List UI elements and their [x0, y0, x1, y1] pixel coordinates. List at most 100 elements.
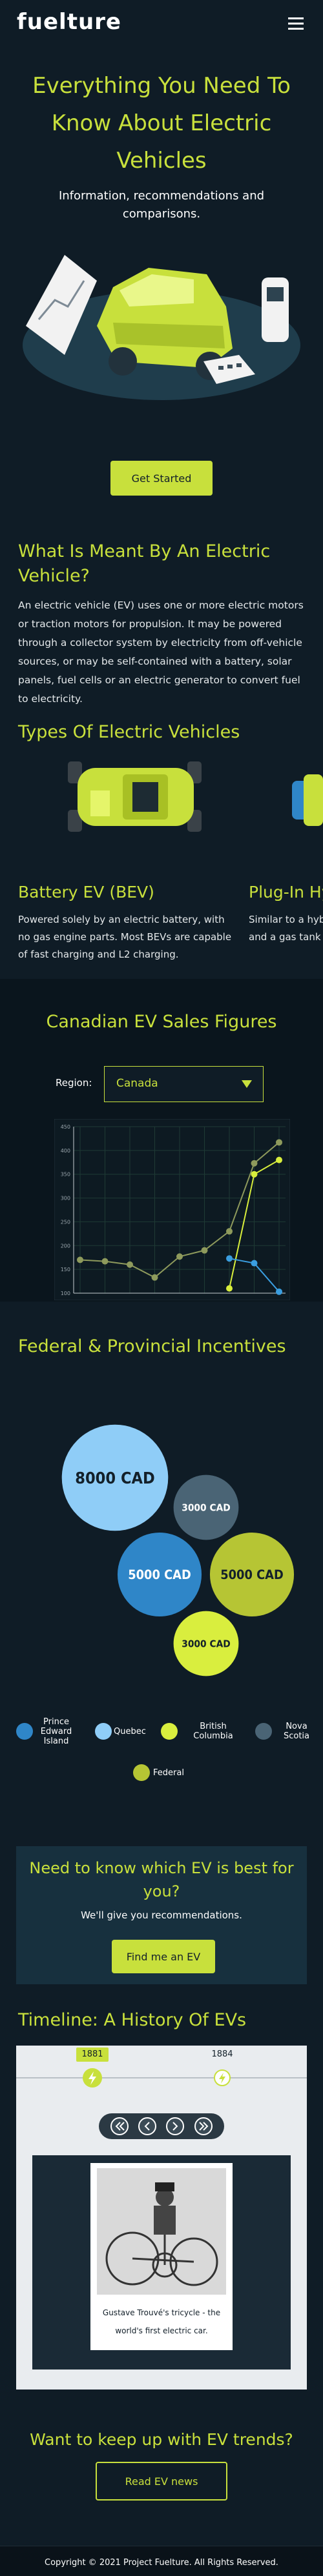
event-photo-part-part [132, 2257, 194, 2263]
series-point [176, 1253, 183, 1260]
event-photo-part-part [169, 2237, 218, 2286]
y-tick-label: 400 [61, 1148, 70, 1154]
incentive-bubble [209, 1532, 295, 1617]
about-text: An electric vehicle (EV) uses one or mor… [18, 599, 304, 705]
region-value: Canada [116, 1077, 158, 1090]
cta-subtitle: We'll give you recommendations. [81, 1909, 242, 1921]
menu-button-part [288, 28, 304, 30]
types-illustration-part [90, 790, 110, 816]
y-tick-label: 300 [61, 1196, 70, 1202]
timeline-track [16, 2068, 307, 2088]
hero-subtitle: Information, recommendations and compari… [58, 189, 265, 221]
event-caption: Gustave Trouvé's tricycle - the world's … [102, 2308, 221, 2335]
timeline-nav[interactable] [99, 2113, 224, 2139]
card-title: Plug-In Hybrid EV (PHEV) [249, 883, 323, 901]
event-card: Gustave Trouvé's tricycle - the world's … [32, 2155, 291, 2370]
legend-label: Federal [153, 1767, 184, 1778]
sales-chart: 100 150 200 250 300 350 400 450 [54, 1119, 290, 1300]
series-point [101, 1258, 109, 1265]
event-photo-part [156, 2188, 174, 2206]
series-point [226, 1285, 233, 1292]
timeline-year-active[interactable]: 1881 [76, 2048, 109, 2062]
types-illustration-part [68, 810, 82, 832]
menu-button-part [288, 17, 304, 19]
sales-title: Canadian EV Sales Figures [46, 1012, 277, 1032]
timeline-nav-part-part [172, 2122, 178, 2131]
y-tick-label: 250 [61, 1219, 70, 1225]
legend-label: Quebec [114, 1726, 146, 1736]
region-label: Region: [56, 1077, 92, 1089]
incentive-bubble [173, 1611, 239, 1676]
footer: Copyright © 2021 Project Fuelture. All R… [0, 2546, 323, 2576]
incentive-bubble [173, 1474, 239, 1540]
hero-illustration-part [26, 255, 97, 355]
sales-chart-part [54, 1119, 290, 1300]
series-point [201, 1247, 208, 1254]
find-ev-button[interactable]: Find me an EV [112, 1940, 215, 1973]
timeline-panel: 1881 1884 Gustave Trouvé's tricyc [16, 2046, 307, 2390]
series-point [276, 1139, 282, 1146]
timeline-nav-part [110, 2117, 213, 2135]
event-photo-part-part [105, 2231, 160, 2286]
incentive-bubble [61, 1424, 169, 1531]
card-title: Battery EV (BEV) [18, 883, 154, 901]
hero-title: Everything You Need To Know About Electr… [32, 73, 291, 174]
hero-illustration-part [203, 355, 255, 384]
types-illustration-part [132, 782, 158, 812]
legend-label: British Columbia [193, 1722, 233, 1741]
legend-label: Nova Scotia [283, 1722, 310, 1741]
timeline-nav-part-part [199, 2122, 205, 2131]
menu-button-part [288, 23, 304, 25]
read-news-button[interactable]: Read EV news [96, 2462, 227, 2501]
bubble-label: 5000 CAD [220, 1567, 284, 1582]
y-tick-label: 350 [61, 1172, 70, 1178]
legend-swatch [16, 1723, 33, 1740]
get-started-button[interactable]: Get Started [110, 461, 213, 496]
series-point [251, 1160, 258, 1167]
incentive-legend: Prince Edward Island Quebec British Columb… [0, 1704, 323, 1807]
series-point [251, 1260, 258, 1267]
series-point [276, 1156, 282, 1163]
card-text: Similar to a hybrid, with both a battery… [249, 914, 323, 943]
hero-illustration-part [120, 274, 194, 307]
series-point [127, 1261, 133, 1268]
y-tick-label: 200 [61, 1243, 70, 1249]
timeline-nav-part-part [203, 2122, 209, 2131]
bubble-label: 3000 CAD [182, 1638, 231, 1650]
y-tick-label: 150 [61, 1267, 70, 1273]
bubble-label: 5000 CAD [128, 1567, 191, 1582]
legend-swatch [255, 1723, 272, 1740]
series-point [151, 1274, 158, 1281]
timeline-nav-part-part [144, 2122, 150, 2131]
copyright: Copyright © 2021 Project Fuelture. All R… [45, 2558, 278, 2568]
event-photo [97, 2168, 226, 2295]
hero-illustration-part [218, 366, 224, 370]
news-title: Want to keep up with EV trends? [30, 2430, 293, 2449]
series-point [276, 1288, 282, 1295]
menu-button[interactable] [288, 17, 305, 31]
types-illustration-part [68, 761, 82, 783]
hero-illustration-part [267, 287, 284, 301]
legend-swatch [95, 1723, 112, 1740]
timeline-nav-part-part [138, 2117, 156, 2135]
series-point [251, 1171, 258, 1178]
timeline-year[interactable]: 1884 [211, 2049, 233, 2059]
series-point [77, 1256, 83, 1263]
dropdown-arrow [242, 1080, 252, 1088]
incentive-bubbles: 5000 CAD 8000 CAD 3000 CAD 3000 CAD 5000 CAD [61, 1424, 295, 1676]
timeline-track-part [219, 2073, 225, 2084]
card-text: Powered solely by an electric battery, w… [18, 914, 232, 960]
section-title: Types Of Electric Vehicles [18, 722, 240, 742]
bubble-label: 3000 CAD [182, 1502, 231, 1514]
logo[interactable]: fuelture [17, 9, 121, 35]
types-illustration [68, 761, 323, 832]
bubble-label: 8000 CAD [75, 1469, 154, 1487]
region-select[interactable]: Canada [104, 1066, 264, 1102]
timeline-nav-part-part [166, 2117, 184, 2135]
types-carousel: Battery EV (BEV) Powered solely by an el… [0, 878, 323, 981]
hero-illustration-part [236, 363, 242, 367]
timeline-track-part [89, 2071, 96, 2085]
hero-illustration-part [109, 347, 137, 376]
